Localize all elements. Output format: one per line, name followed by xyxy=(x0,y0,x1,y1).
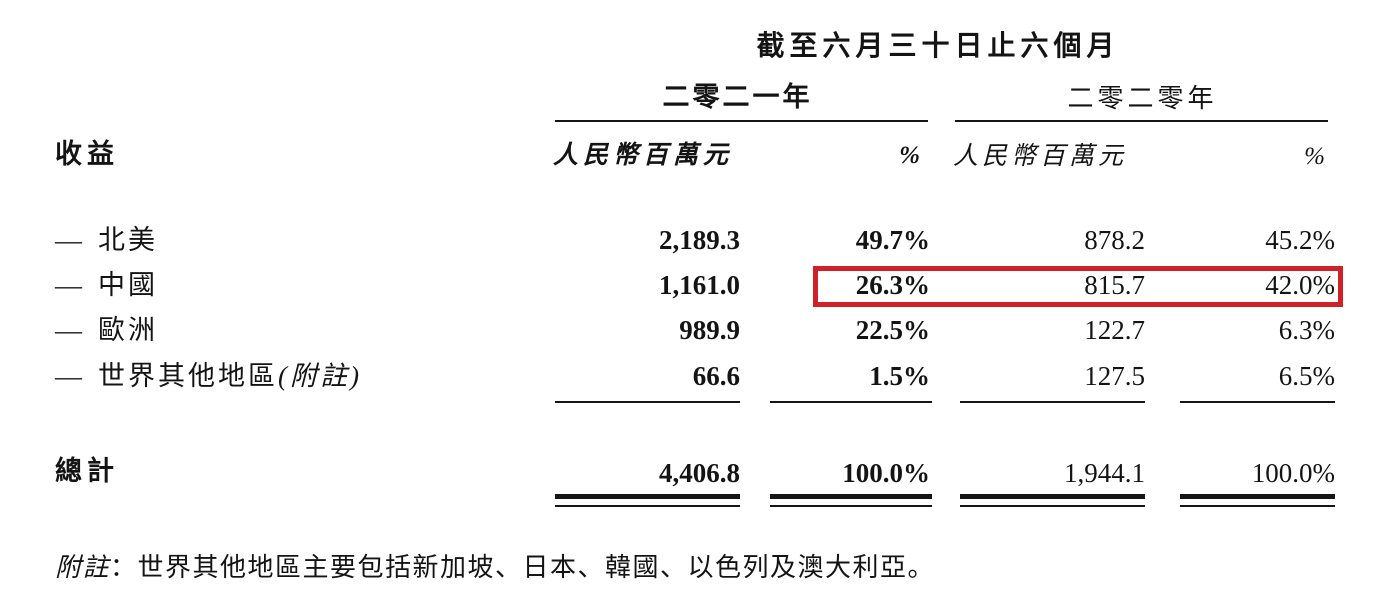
footnote-label: 附註 xyxy=(55,553,111,582)
col-header-pct-2020: % xyxy=(1304,143,1330,170)
col-header-amount-2020: 人民幣百萬元 xyxy=(953,143,1128,170)
total-amount-2020-cell: 1,944.1 xyxy=(1064,458,1145,488)
period-header: 截至六月三十日止六個月 xyxy=(756,29,1120,62)
amount-2020-cell: 127.5 xyxy=(1084,361,1145,391)
footnote-separator: ： xyxy=(110,553,138,582)
rule-year-2020 xyxy=(955,120,1328,122)
row-dash: — xyxy=(55,315,85,345)
row-label-europe: — 歐洲 xyxy=(55,314,158,346)
row-label-text: 北美 xyxy=(98,225,158,255)
row-label-north-america: — 北美 xyxy=(55,224,158,256)
china-row-highlight-box xyxy=(813,266,1343,307)
row-dash: — xyxy=(55,225,85,255)
pct-2021-cell: 49.7% xyxy=(855,225,930,255)
row-dash: — xyxy=(55,270,85,300)
year-header-2021: 二零二一年 xyxy=(662,82,813,113)
double-rule-pct-2020 xyxy=(1180,494,1335,507)
amount-2020-cell: 878.2 xyxy=(1084,225,1145,255)
row-label-text: 歐洲 xyxy=(98,315,158,345)
row-label-text: 世界其他地區 xyxy=(98,361,278,391)
pct-2020-cell: 6.5% xyxy=(1278,361,1335,391)
total-pct-2020-cell: 100.0% xyxy=(1251,458,1335,488)
pct-2020-cell: 45.2% xyxy=(1265,225,1335,255)
rule-amount-2021 xyxy=(555,401,740,403)
total-row-label: 總計 xyxy=(55,456,119,487)
double-rule-pct-2021 xyxy=(770,494,932,507)
rule-amount-2020 xyxy=(960,401,1145,403)
row-label-note: (附註) xyxy=(278,361,362,391)
year-header-2020: 二零二零年 xyxy=(1067,84,1218,113)
double-rule-amount-2021 xyxy=(555,494,740,507)
amount-2020-cell: 815.7 xyxy=(1084,270,1145,300)
rule-year-2021 xyxy=(555,120,928,122)
pct-2020-cell: 42.0% xyxy=(1265,270,1335,300)
total-amount-2021-cell: 4,406.8 xyxy=(659,458,740,488)
row-label-rest-of-world: — 世界其他地區(附註) xyxy=(55,360,362,392)
row-label-china: — 中國 xyxy=(55,269,158,301)
amount-2021-cell: 1,161.0 xyxy=(659,270,740,300)
double-rule-amount-2020 xyxy=(960,494,1145,507)
pct-2021-cell: 1.5% xyxy=(869,361,930,391)
rule-pct-2020 xyxy=(1180,401,1335,403)
footnote: 附註：世界其他地區主要包括新加坡、日本、韓國、以色列及澳大利亞。 xyxy=(55,551,935,585)
col-header-pct-2021: % xyxy=(899,142,925,169)
pct-2020-cell: 6.3% xyxy=(1278,315,1335,345)
total-pct-2021-cell: 100.0% xyxy=(842,458,930,488)
amount-2021-cell: 989.9 xyxy=(679,315,740,345)
row-header-revenue: 收益 xyxy=(55,139,119,170)
amount-2020-cell: 122.7 xyxy=(1084,315,1145,345)
amount-2021-cell: 2,189.3 xyxy=(659,225,740,255)
row-dash: — xyxy=(55,361,85,391)
amount-2021-cell: 66.6 xyxy=(692,361,740,391)
pct-2021-cell: 22.5% xyxy=(855,315,930,345)
footnote-text: 世界其他地區主要包括新加坡、日本、韓國、以色列及澳大利亞。 xyxy=(137,553,936,582)
col-header-amount-2021: 人民幣百萬元 xyxy=(553,142,734,169)
pct-2021-cell: 26.3% xyxy=(855,270,930,300)
row-label-text: 中國 xyxy=(98,270,158,300)
rule-pct-2021 xyxy=(770,401,932,403)
